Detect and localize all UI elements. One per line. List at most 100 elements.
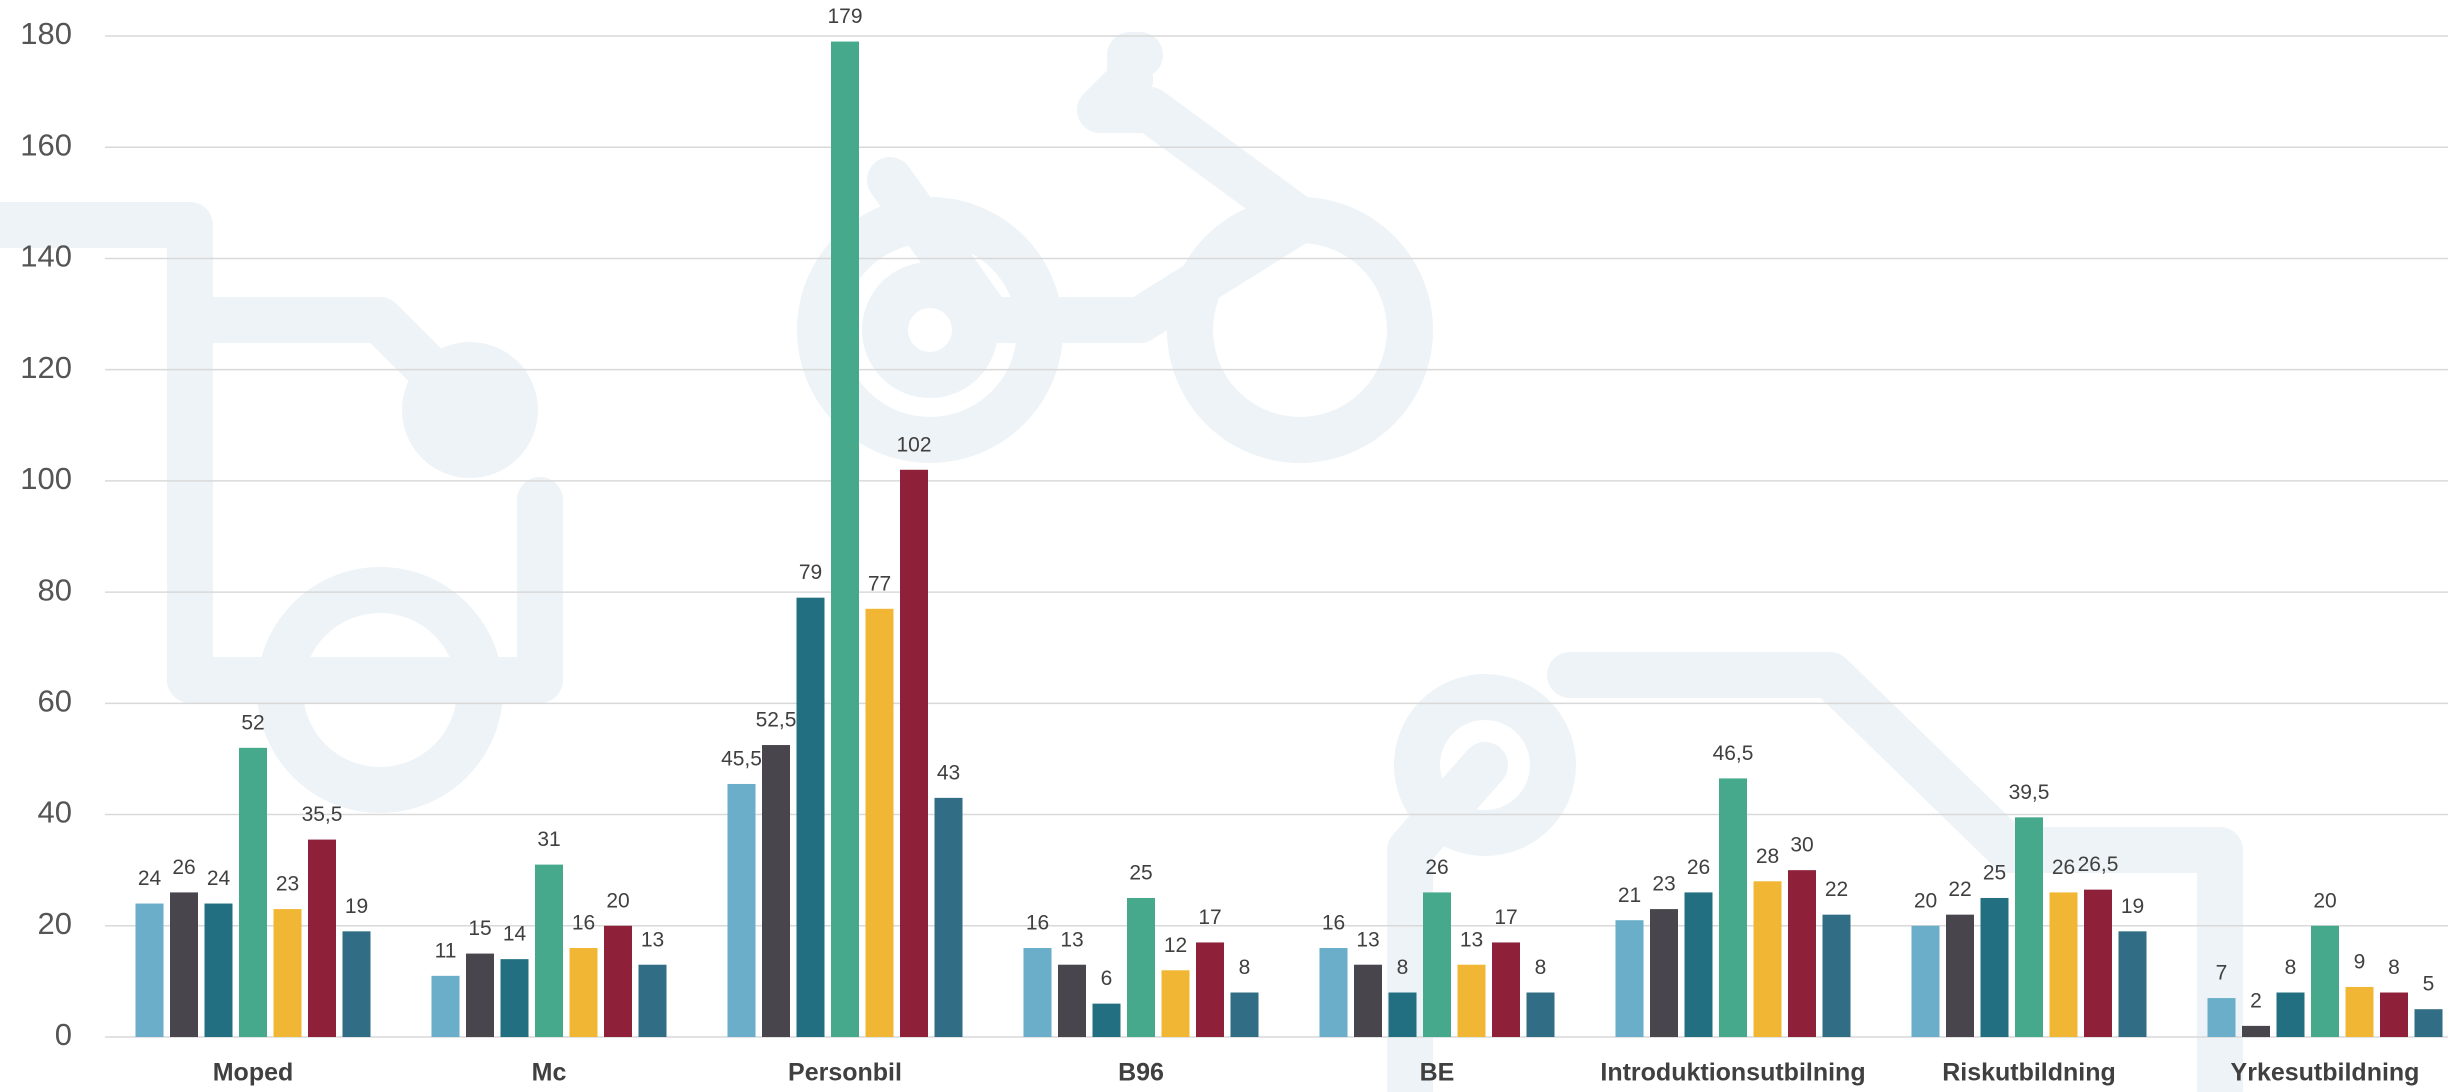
value-label: 26: [2052, 856, 2075, 879]
value-label: 20: [2313, 889, 2336, 912]
value-label: 11: [435, 939, 457, 962]
bar: [1023, 948, 1052, 1037]
value-label: 23: [276, 873, 299, 896]
bar: [604, 925, 632, 1037]
bar: [2414, 1009, 2443, 1037]
value-label: 23: [1652, 873, 1675, 896]
value-label: 52: [241, 711, 264, 734]
x-tick-label: Personbil: [788, 1059, 902, 1087]
bar: [1788, 870, 1816, 1037]
value-label: 8: [1239, 956, 1251, 979]
value-label: 5: [2423, 973, 2435, 996]
value-label: 52,5: [756, 709, 797, 732]
bar: [2049, 892, 2078, 1037]
deco-mc-frame: [867, 32, 1323, 343]
value-label: 20: [1914, 889, 1937, 912]
x-tick-label: B96: [1118, 1059, 1164, 1087]
value-label: 16: [572, 912, 595, 935]
bar: [535, 864, 563, 1037]
value-label: 8: [2388, 956, 2400, 979]
y-tick-label: 120: [20, 350, 72, 385]
bar: [796, 597, 825, 1037]
value-label: 24: [138, 867, 162, 890]
value-label: 179: [827, 5, 862, 28]
value-label: 13: [1356, 928, 1379, 951]
bar: [831, 41, 859, 1038]
bar: [1161, 970, 1190, 1037]
bar: [308, 839, 336, 1037]
value-label: 26: [1687, 856, 1710, 879]
bar: [1457, 964, 1486, 1037]
x-tick-label: Moped: [213, 1059, 294, 1087]
y-tick-label: 0: [55, 1017, 72, 1052]
deco-car-circle: [1394, 674, 1576, 856]
bar: [934, 797, 963, 1037]
bar: [1492, 942, 1520, 1037]
bar: [569, 948, 598, 1037]
bar: [2015, 817, 2043, 1037]
y-tick-label: 160: [20, 127, 72, 162]
bar: [1526, 992, 1555, 1037]
deco-moped: [0, 202, 563, 703]
value-label: 17: [1494, 906, 1517, 929]
bar: [1650, 909, 1678, 1037]
value-label: 16: [1322, 912, 1345, 935]
y-tick-label: 40: [38, 795, 72, 830]
x-tick-label: Mc: [532, 1059, 567, 1087]
y-tick-label: 80: [38, 572, 72, 607]
value-label: 7: [2216, 962, 2228, 985]
value-label: 8: [1397, 956, 1409, 979]
y-tick-label: 180: [20, 16, 72, 51]
bar: [2118, 931, 2147, 1037]
value-label: 12: [1164, 934, 1187, 957]
value-label: 22: [1948, 878, 1971, 901]
value-label: 13: [1060, 928, 1083, 951]
bar: [2345, 986, 2374, 1037]
value-label: 26: [172, 856, 195, 879]
value-label: 28: [1756, 845, 1779, 868]
value-label: 24: [207, 867, 231, 890]
bar: [342, 931, 371, 1037]
bar: [1127, 897, 1155, 1037]
bar: [900, 469, 928, 1037]
bar: [1354, 964, 1382, 1037]
value-label: 6: [1101, 967, 1113, 990]
bar: [727, 783, 756, 1037]
value-label: 26,5: [2078, 853, 2119, 876]
bar: [2311, 925, 2339, 1037]
bar: [500, 959, 529, 1037]
value-label: 25: [1129, 862, 1152, 885]
bar: [1684, 892, 1713, 1037]
value-label: 31: [537, 828, 560, 851]
y-tick-label: 20: [38, 906, 72, 941]
x-tick-label: Yrkesutbildning: [2231, 1059, 2420, 1087]
value-label: 21: [1618, 884, 1641, 907]
bar: [466, 953, 494, 1037]
y-tick-label: 140: [20, 239, 72, 274]
bar: [865, 608, 894, 1037]
value-label: 13: [641, 928, 664, 951]
value-label: 46,5: [1713, 742, 1754, 765]
bar: [135, 903, 164, 1037]
value-label: 77: [868, 572, 891, 595]
value-label: 39,5: [2009, 781, 2050, 804]
value-label: 17: [1198, 906, 1221, 929]
value-label: 14: [503, 923, 527, 946]
bar: [1719, 778, 1747, 1037]
bar: [1911, 925, 1940, 1037]
bar: [2242, 1025, 2270, 1037]
value-label: 43: [937, 761, 960, 784]
bar: [1980, 897, 2009, 1037]
bar: [2084, 889, 2112, 1037]
bar: [204, 903, 233, 1037]
bar: [1230, 992, 1259, 1037]
value-label: 30: [1790, 834, 1813, 857]
background-icons: [0, 32, 2243, 1092]
value-label: 15: [468, 917, 491, 940]
deco-circle: [402, 342, 538, 478]
value-label: 2: [2250, 989, 2262, 1012]
value-label: 13: [1460, 928, 1483, 951]
bar: [1423, 892, 1451, 1037]
bar: [2380, 992, 2408, 1037]
